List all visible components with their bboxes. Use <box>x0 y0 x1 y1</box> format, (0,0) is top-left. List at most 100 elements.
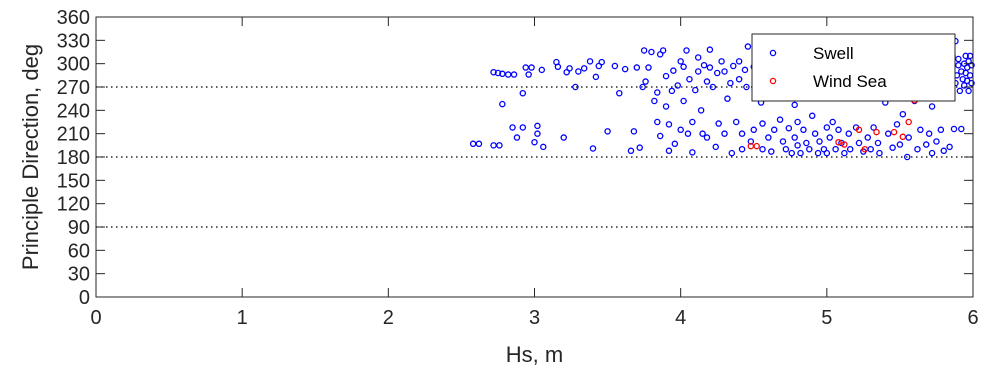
swell-point <box>841 149 848 157</box>
swell-point <box>867 145 874 153</box>
x-tick-label: 1 <box>237 307 248 329</box>
swell-point <box>668 87 676 95</box>
swell-point <box>782 145 790 153</box>
swell-point <box>889 144 896 151</box>
swell-point <box>770 126 778 134</box>
wind-sea-point <box>753 142 760 150</box>
swell-point <box>525 71 532 78</box>
legend-marker-wind-sea <box>769 77 777 85</box>
swell-point <box>680 97 687 105</box>
swell-point <box>697 107 705 114</box>
swell-point <box>490 142 497 149</box>
swell-point <box>566 65 573 72</box>
swell-point <box>499 100 506 108</box>
swell-point <box>956 87 964 95</box>
swell-point <box>808 112 816 120</box>
swell-point <box>616 89 623 97</box>
swell-point <box>589 145 597 152</box>
x-tick-label: 6 <box>967 307 978 329</box>
swell-point <box>946 143 953 151</box>
swell-point <box>955 55 962 63</box>
swell-point <box>699 130 706 137</box>
swell-point <box>630 128 638 135</box>
swell-point <box>759 145 766 153</box>
swell-point <box>724 95 731 102</box>
swell-point <box>855 139 863 147</box>
swell-point <box>670 67 677 74</box>
swell-point <box>648 48 655 56</box>
wind-sea-point <box>890 128 898 136</box>
swell-point <box>741 66 749 74</box>
swell-point <box>797 149 804 157</box>
swell-point <box>743 83 750 91</box>
swell-point <box>513 134 521 141</box>
swell-point <box>572 83 579 91</box>
swell-point <box>621 65 629 73</box>
swell-point <box>728 149 736 157</box>
swell-point <box>791 101 798 109</box>
swell-point <box>823 149 831 157</box>
swell-point <box>933 138 940 145</box>
swell-point <box>534 122 541 130</box>
swell-point <box>636 144 643 151</box>
swell-point <box>928 149 936 157</box>
swell-point <box>604 128 611 135</box>
y-tick-label: 120 <box>57 194 90 216</box>
x-tick-label: 2 <box>383 307 394 329</box>
swell-point <box>735 75 743 83</box>
swell-point <box>958 125 965 133</box>
swell-point <box>816 138 823 145</box>
swell-point <box>654 89 661 96</box>
swell-point <box>914 145 921 153</box>
y-tick-label: 240 <box>57 100 90 122</box>
swell-point <box>510 71 518 78</box>
swell-point <box>876 149 883 157</box>
swell-point <box>469 140 477 148</box>
swell-point <box>917 126 924 134</box>
swell-point <box>692 86 699 94</box>
swell-point <box>903 153 911 161</box>
swell-point <box>759 120 766 127</box>
swell-point <box>788 149 796 157</box>
swell-point <box>528 64 535 71</box>
y-tick-label: 150 <box>57 170 90 192</box>
swell-point <box>659 47 667 54</box>
swell-point <box>928 103 936 110</box>
swell-point <box>706 46 714 53</box>
swell-point <box>689 118 696 126</box>
swell-point <box>662 103 670 110</box>
swell-point <box>806 145 813 153</box>
swell-point <box>519 124 527 131</box>
swell-point <box>677 126 684 134</box>
swell-point <box>955 61 962 69</box>
swell-point <box>554 63 562 71</box>
swell-point <box>744 43 752 50</box>
swell-point <box>845 130 853 137</box>
swell-point <box>490 68 497 76</box>
swell-point <box>560 134 567 141</box>
swell-point <box>534 130 541 137</box>
y-tick-label: 0 <box>79 287 90 309</box>
swell-point <box>654 118 661 126</box>
swell-point <box>674 82 681 89</box>
swell-point <box>592 73 600 81</box>
y-tick-label: 330 <box>57 30 90 52</box>
legend-marker-swell <box>769 49 777 57</box>
x-axis-title: Hs, m <box>506 342 563 367</box>
swell-point <box>689 149 696 156</box>
swell-point <box>814 149 822 157</box>
y-tick-label: 210 <box>57 124 90 146</box>
swell-point <box>703 78 711 85</box>
swell-point <box>950 125 958 133</box>
swell-point <box>874 139 882 147</box>
axes <box>95 16 974 298</box>
swell-point <box>965 87 972 95</box>
swell-point <box>925 130 933 137</box>
swell-point <box>694 54 702 61</box>
swell-point <box>732 118 740 126</box>
swell-point <box>475 140 483 148</box>
swell-point <box>496 142 503 149</box>
swell-point <box>730 62 737 70</box>
wind-sea-point <box>861 145 869 153</box>
